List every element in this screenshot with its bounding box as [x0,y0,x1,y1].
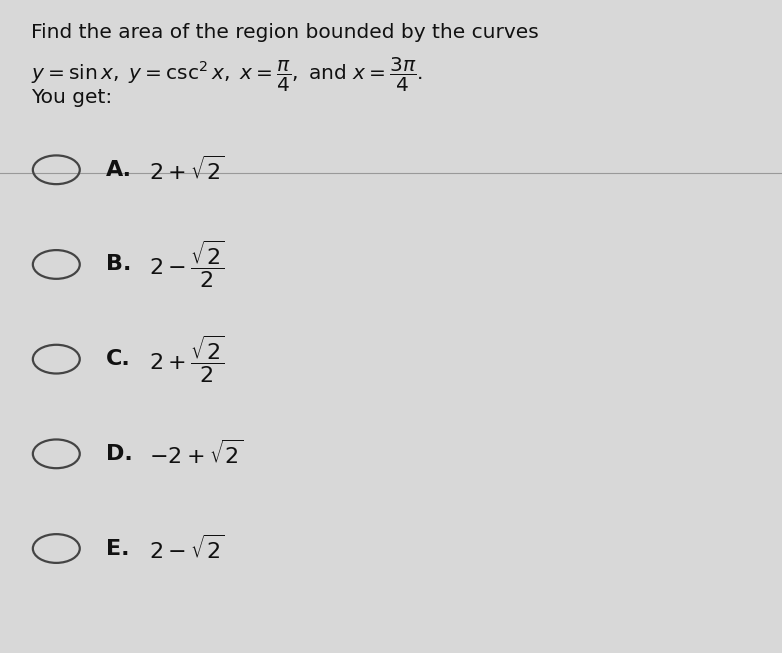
Text: E.: E. [106,539,129,558]
Text: C.: C. [106,349,131,369]
Text: Find the area of the region bounded by the curves: Find the area of the region bounded by t… [31,23,539,42]
Text: $2 + \sqrt{2}$: $2 + \sqrt{2}$ [149,155,224,184]
Text: D.: D. [106,444,132,464]
Text: You get:: You get: [31,88,113,107]
Text: B.: B. [106,255,131,274]
Text: $-2 + \sqrt{2}$: $-2 + \sqrt{2}$ [149,439,243,468]
Text: $y = \sin x,\ y = \csc^2 x,\ x = \dfrac{\pi}{4},$ and $x = \dfrac{3\pi}{4}.$: $y = \sin x,\ y = \csc^2 x,\ x = \dfrac{… [31,56,423,94]
Text: A.: A. [106,160,131,180]
Text: $2 + \dfrac{\sqrt{2}}{2}$: $2 + \dfrac{\sqrt{2}}{2}$ [149,334,224,385]
Text: $2 - \dfrac{\sqrt{2}}{2}$: $2 - \dfrac{\sqrt{2}}{2}$ [149,239,224,290]
Text: $2 - \sqrt{2}$: $2 - \sqrt{2}$ [149,534,224,563]
